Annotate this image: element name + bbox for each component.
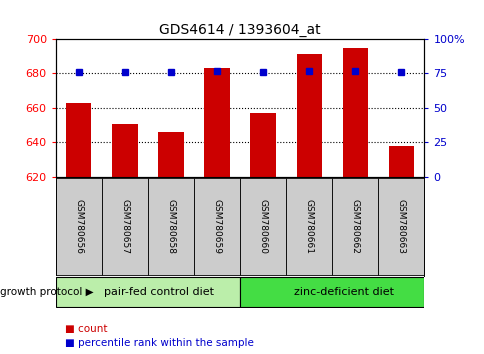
Text: zinc-deficient diet: zinc-deficient diet	[293, 287, 393, 297]
Bar	[388, 146, 413, 177]
Bar	[296, 55, 321, 177]
Bar	[158, 132, 183, 177]
Text: ■ count: ■ count	[65, 324, 108, 334]
Text: ■ percentile rank within the sample: ■ percentile rank within the sample	[65, 338, 254, 348]
Bar	[378, 178, 424, 275]
Bar	[56, 178, 102, 275]
Bar	[240, 277, 423, 307]
Bar	[204, 68, 229, 177]
Bar	[240, 178, 286, 275]
Text: GSM780657: GSM780657	[120, 199, 129, 254]
Text: pair-fed control diet: pair-fed control diet	[104, 287, 214, 297]
Text: GSM780659: GSM780659	[212, 199, 221, 254]
Bar	[286, 178, 332, 275]
Text: GSM780656: GSM780656	[74, 199, 83, 254]
Text: GSM780662: GSM780662	[350, 199, 359, 254]
Text: GSM780661: GSM780661	[304, 199, 313, 254]
Text: GSM780663: GSM780663	[396, 199, 405, 254]
Title: GDS4614 / 1393604_at: GDS4614 / 1393604_at	[159, 23, 320, 36]
Bar	[112, 124, 137, 177]
Text: GSM780658: GSM780658	[166, 199, 175, 254]
Bar	[250, 113, 275, 177]
Bar	[342, 47, 367, 177]
Bar	[56, 277, 240, 307]
Bar	[148, 178, 194, 275]
Text: growth protocol ▶: growth protocol ▶	[0, 287, 93, 297]
Text: GSM780660: GSM780660	[258, 199, 267, 254]
Bar	[66, 103, 91, 177]
Bar	[102, 178, 148, 275]
Bar	[332, 178, 378, 275]
Bar	[194, 178, 240, 275]
